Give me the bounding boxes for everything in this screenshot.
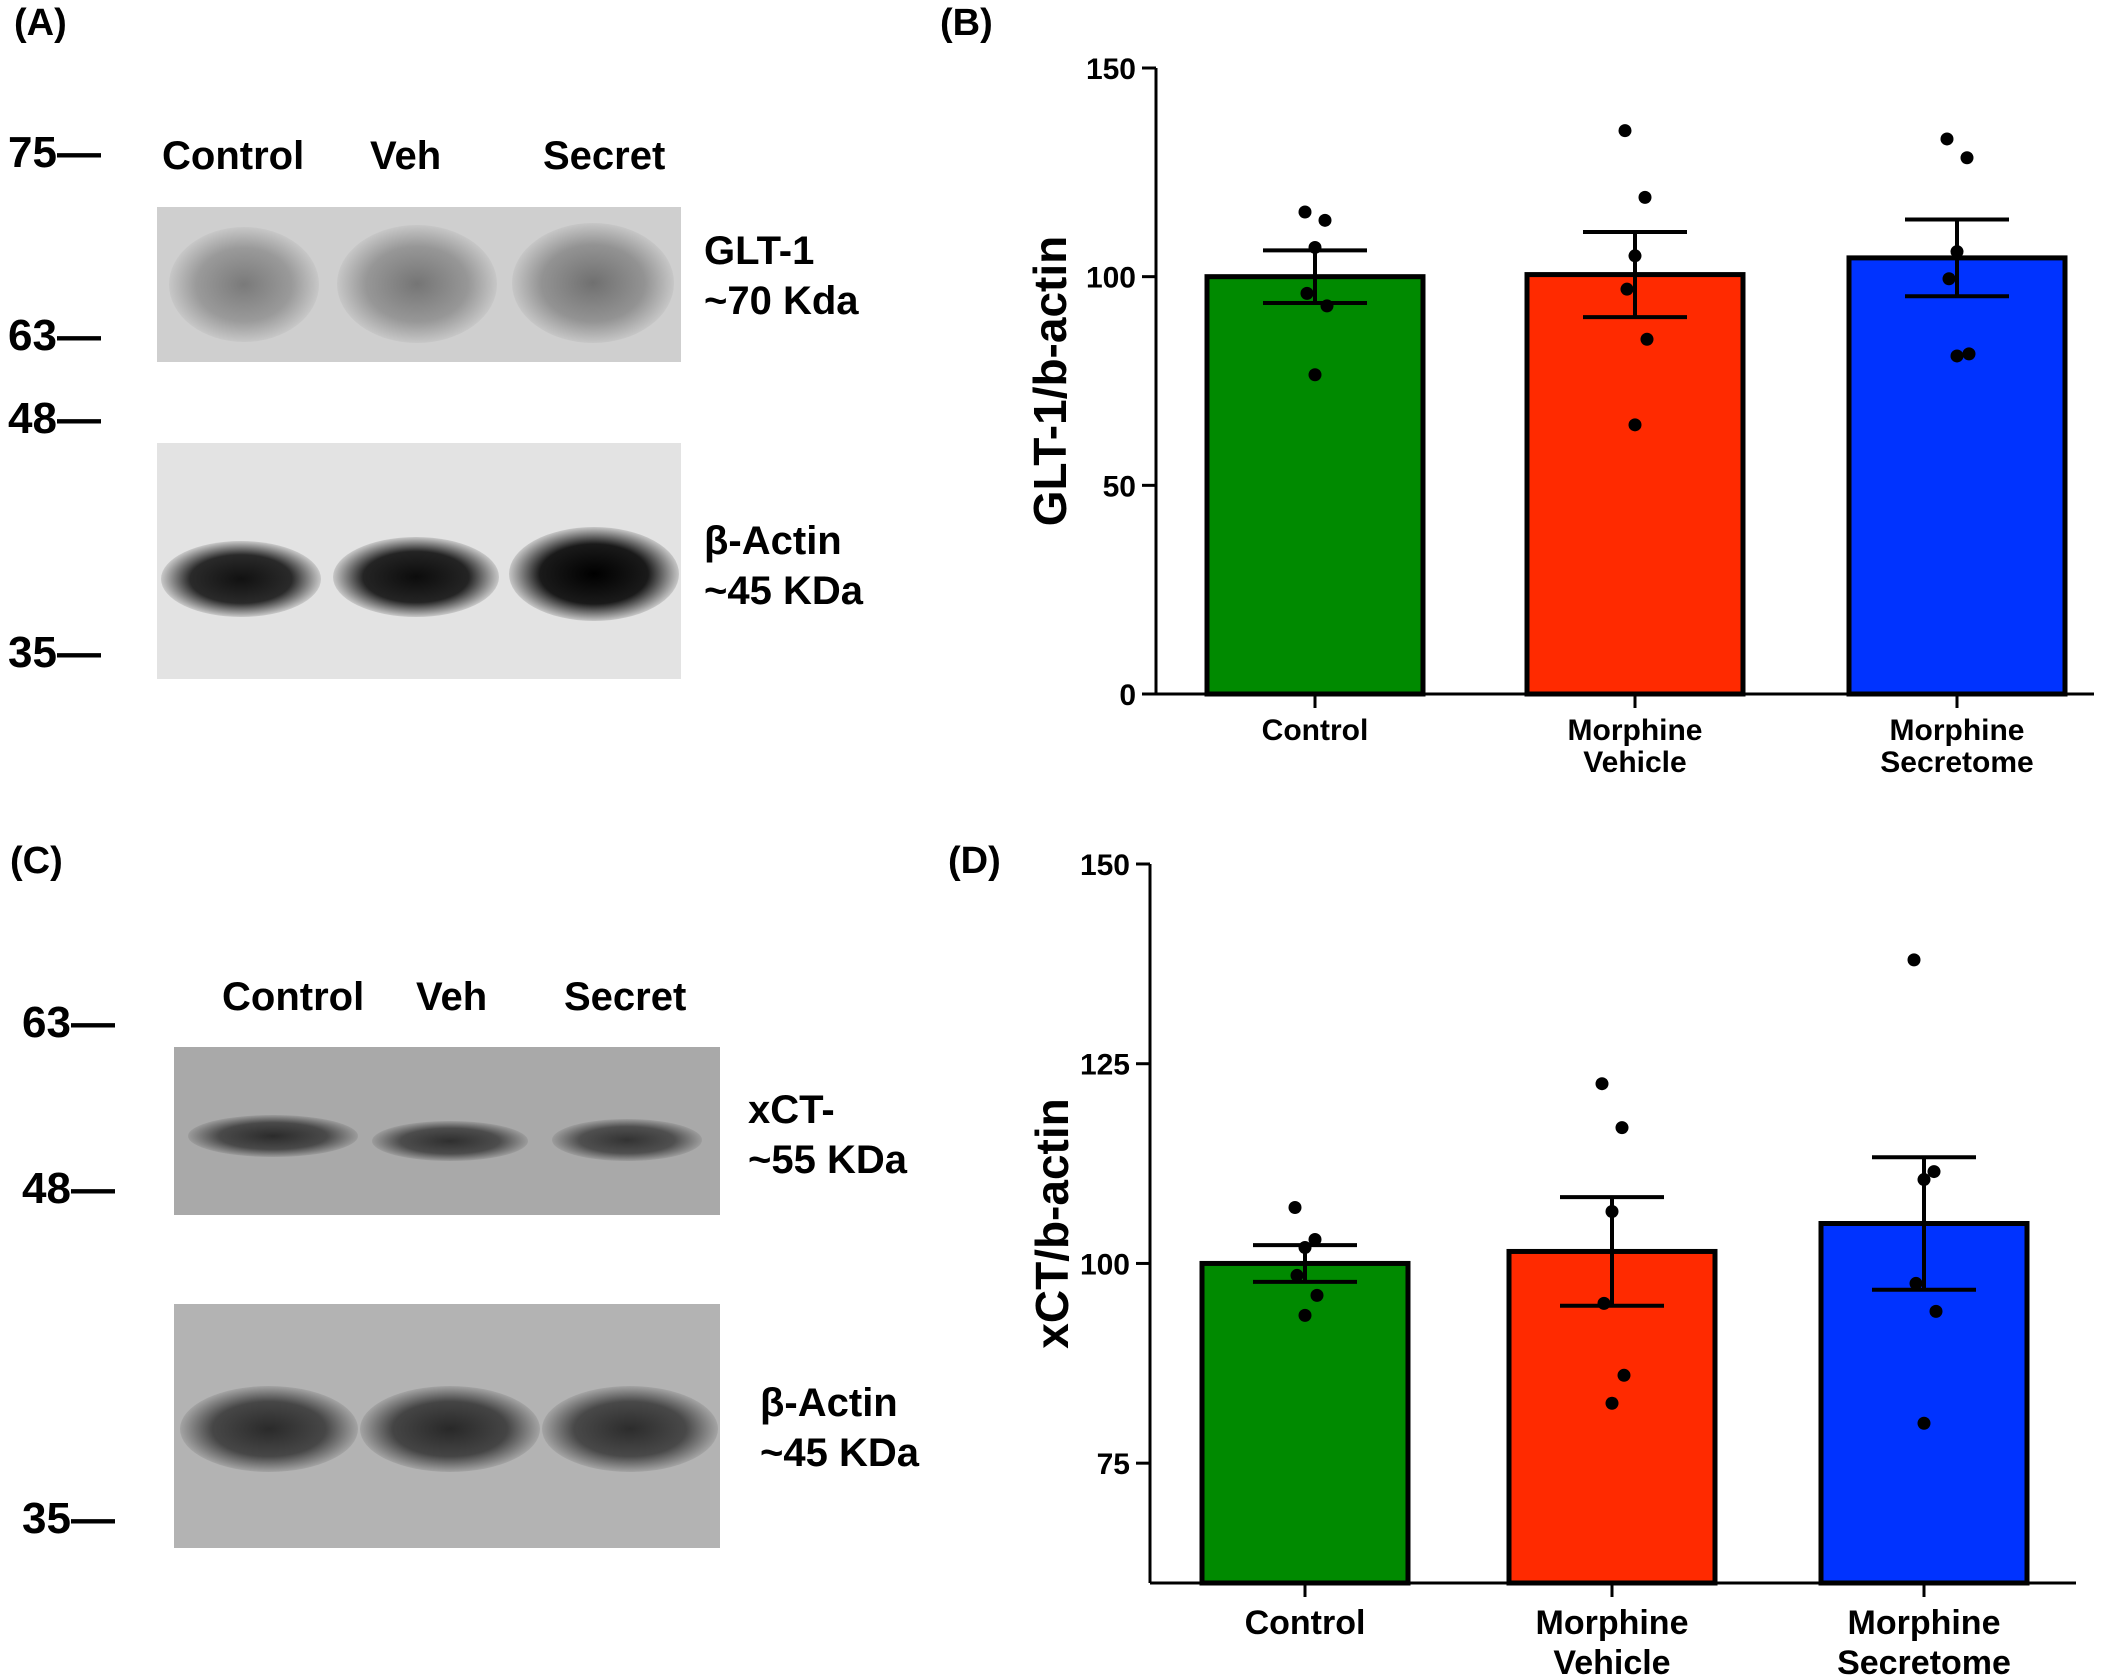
blot-beta-actin-a: [157, 443, 681, 679]
y-tick-label: 150: [1080, 849, 1130, 882]
data-point: [1917, 1416, 1931, 1430]
data-point: [1620, 282, 1634, 296]
band-label-glt1-size: ~70 Kda: [704, 279, 859, 323]
data-point: [1927, 1165, 1941, 1179]
data-point: [1950, 349, 1964, 363]
panel-b-letter: (B): [940, 2, 993, 44]
panel-a-letter: (A): [14, 2, 67, 44]
data-point: [1628, 249, 1642, 263]
y-axis-label: xCT/b-actin: [1026, 1098, 1078, 1348]
data-point: [1595, 1077, 1609, 1091]
bar: [1846, 255, 2068, 697]
data-point: [1310, 1288, 1324, 1302]
data-point: [1909, 1276, 1923, 1290]
data-point: [1615, 1121, 1629, 1135]
y-tick-label: 125: [1080, 1049, 1130, 1082]
y-tick-label: 150: [1086, 53, 1136, 86]
data-point: [1617, 1368, 1631, 1382]
band-label-xct-size: ~55 KDa: [748, 1138, 907, 1182]
marker-35: 35—: [22, 1494, 115, 1543]
band-label-beta-actin-c: β-Actin ~45 KDa: [760, 1378, 919, 1478]
band-label-beta-actin-a-name: β-Actin: [704, 519, 842, 563]
band-label-beta-actin-a: β-Actin ~45 KDa: [704, 516, 863, 616]
data-point: [1907, 953, 1921, 967]
blot-beta-actin-c: [174, 1304, 720, 1548]
y-tick-label: 50: [1103, 470, 1136, 503]
x-tick-label: Morphine: [1848, 1604, 2001, 1642]
band-label-beta-actin-c-name: β-Actin: [760, 1381, 898, 1425]
data-point: [1308, 1232, 1322, 1246]
marker-63: 63—: [22, 998, 115, 1047]
data-point: [1640, 332, 1654, 346]
data-point: [1940, 132, 1954, 146]
blot-glt1: [157, 207, 681, 362]
y-tick-label: 100: [1086, 262, 1136, 295]
x-tick-label: Morphine: [1890, 714, 2025, 747]
data-point: [1960, 151, 1974, 165]
y-axis-label: GLT-1/b-actin: [1024, 236, 1076, 527]
lane-label-veh: Veh: [370, 134, 442, 178]
data-point: [1917, 1173, 1931, 1187]
blot-xct: [174, 1047, 720, 1215]
data-point: [1950, 245, 1964, 259]
band-label-beta-actin-a-size: ~45 KDa: [704, 569, 863, 613]
marker-63: 63—: [8, 311, 101, 360]
x-tick-label: Vehicle: [1553, 1644, 1670, 1680]
band-label-glt1: GLT-1 ~70 Kda: [704, 226, 859, 326]
x-tick-label: Vehicle: [1583, 746, 1686, 779]
data-point: [1318, 213, 1332, 227]
data-point: [1605, 1205, 1619, 1219]
marker-48: 48—: [22, 1164, 115, 1213]
band-label-glt1-name: GLT-1: [704, 229, 815, 273]
data-point: [1320, 299, 1334, 313]
panel-d-letter: (D): [948, 840, 1001, 882]
panel-c-letter: (C): [10, 840, 63, 882]
data-point: [1618, 124, 1632, 138]
x-tick-label: Morphine: [1536, 1604, 1689, 1642]
data-point: [1298, 1308, 1312, 1322]
lane-label-secret: Secret: [564, 975, 687, 1019]
data-point: [1929, 1304, 1943, 1318]
lane-label-secret: Secret: [543, 134, 666, 178]
bar: [1524, 272, 1746, 697]
data-point: [1597, 1296, 1611, 1310]
marker-35: 35—: [8, 628, 101, 677]
data-point: [1300, 286, 1314, 300]
x-tick-label: Secretome: [1837, 1644, 2011, 1680]
data-point: [1290, 1268, 1304, 1282]
y-tick-label: 0: [1119, 679, 1136, 712]
marker-75: 75—: [8, 128, 101, 177]
data-point: [1308, 368, 1322, 382]
lane-label-control: Control: [162, 134, 305, 178]
data-point: [1628, 418, 1642, 432]
band-label-beta-actin-c-size: ~45 KDa: [760, 1431, 919, 1475]
data-point: [1605, 1396, 1619, 1410]
data-point: [1298, 1240, 1312, 1254]
band-label-xct-name: xCT-: [748, 1088, 835, 1132]
data-point: [1288, 1201, 1302, 1215]
data-point: [1308, 240, 1322, 254]
y-tick-label: 75: [1097, 1448, 1130, 1481]
lane-label-veh: Veh: [416, 975, 488, 1019]
x-tick-label: Control: [1262, 714, 1369, 747]
x-tick-label: Secretome: [1880, 746, 2033, 779]
y-tick-label: 100: [1080, 1248, 1130, 1281]
data-point: [1962, 347, 1976, 361]
x-tick-label: Control: [1245, 1604, 1366, 1642]
x-tick-label: Morphine: [1568, 714, 1703, 747]
band-label-xct: xCT- ~55 KDa: [748, 1085, 907, 1185]
marker-48: 48—: [8, 394, 101, 443]
lane-label-control: Control: [222, 975, 365, 1019]
data-point: [1942, 272, 1956, 286]
data-point: [1298, 205, 1312, 219]
data-point: [1638, 190, 1652, 204]
